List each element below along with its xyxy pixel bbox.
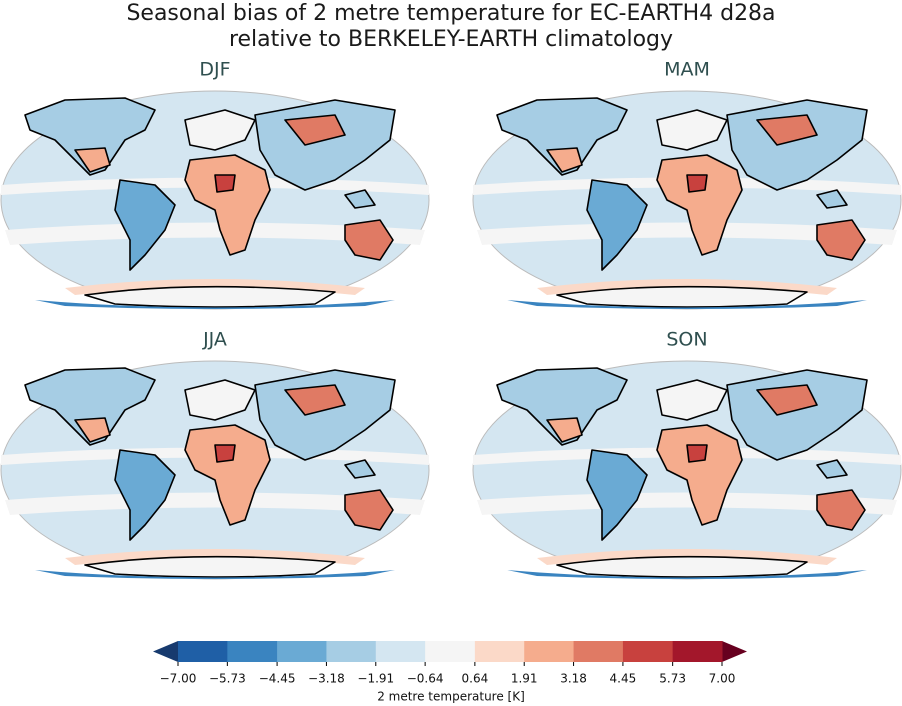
figure-subtitle: relative to BERKELEY-EARTH climatology	[229, 27, 673, 52]
colorbar: −7.00 −5.73 −4.45 −3.18 −1.91 −0.64 0.64 1.91 3.…	[153, 641, 747, 686]
colorbar-tick-label: 3.18	[560, 672, 587, 686]
panel-title: SON	[666, 329, 707, 351]
colorbar-extend-min	[153, 641, 178, 662]
map-panel	[472, 360, 902, 580]
colorbar-segment	[178, 641, 228, 662]
colorbar-segment	[425, 641, 476, 662]
colorbar-tick-label: 4.45	[610, 672, 637, 686]
colorbar-segment	[474, 641, 525, 662]
colorbar-extend-max	[722, 641, 747, 662]
colorbar-tick-label: −5.73	[209, 672, 246, 686]
colorbar-tick-label: −7.00	[160, 672, 197, 686]
map-panel	[0, 360, 430, 580]
colorbar-tick-label: −0.64	[407, 672, 444, 686]
colorbar-tick-label: −3.18	[308, 672, 345, 686]
colorbar-segment	[622, 641, 674, 662]
map-panel	[472, 90, 902, 310]
colorbar-tick-label: 7.00	[709, 672, 736, 686]
colorbar-tick-label: −4.45	[259, 672, 296, 686]
colorbar-segment	[375, 641, 426, 662]
colorbar-label: 2 metre temperature [K]	[377, 690, 525, 704]
colorbar-tick-label: 5.73	[659, 672, 686, 686]
panel-title: MAM	[664, 59, 710, 81]
map-panel	[0, 90, 430, 310]
colorbar-segment	[277, 641, 327, 662]
colorbar-segment	[326, 641, 377, 662]
figure-title: Seasonal bias of 2 metre temperature for…	[126, 1, 775, 26]
colorbar-tick-label: −1.91	[357, 672, 394, 686]
panel-title: DJF	[199, 59, 230, 81]
colorbar-tick-label: 0.64	[462, 672, 489, 686]
colorbar-segment	[672, 641, 723, 662]
colorbar-segment	[227, 641, 278, 662]
colorbar-segment	[524, 641, 575, 662]
panel-title: JJA	[202, 329, 227, 351]
colorbar-segment	[573, 641, 624, 662]
colorbar-tick-label: 1.91	[511, 672, 538, 686]
